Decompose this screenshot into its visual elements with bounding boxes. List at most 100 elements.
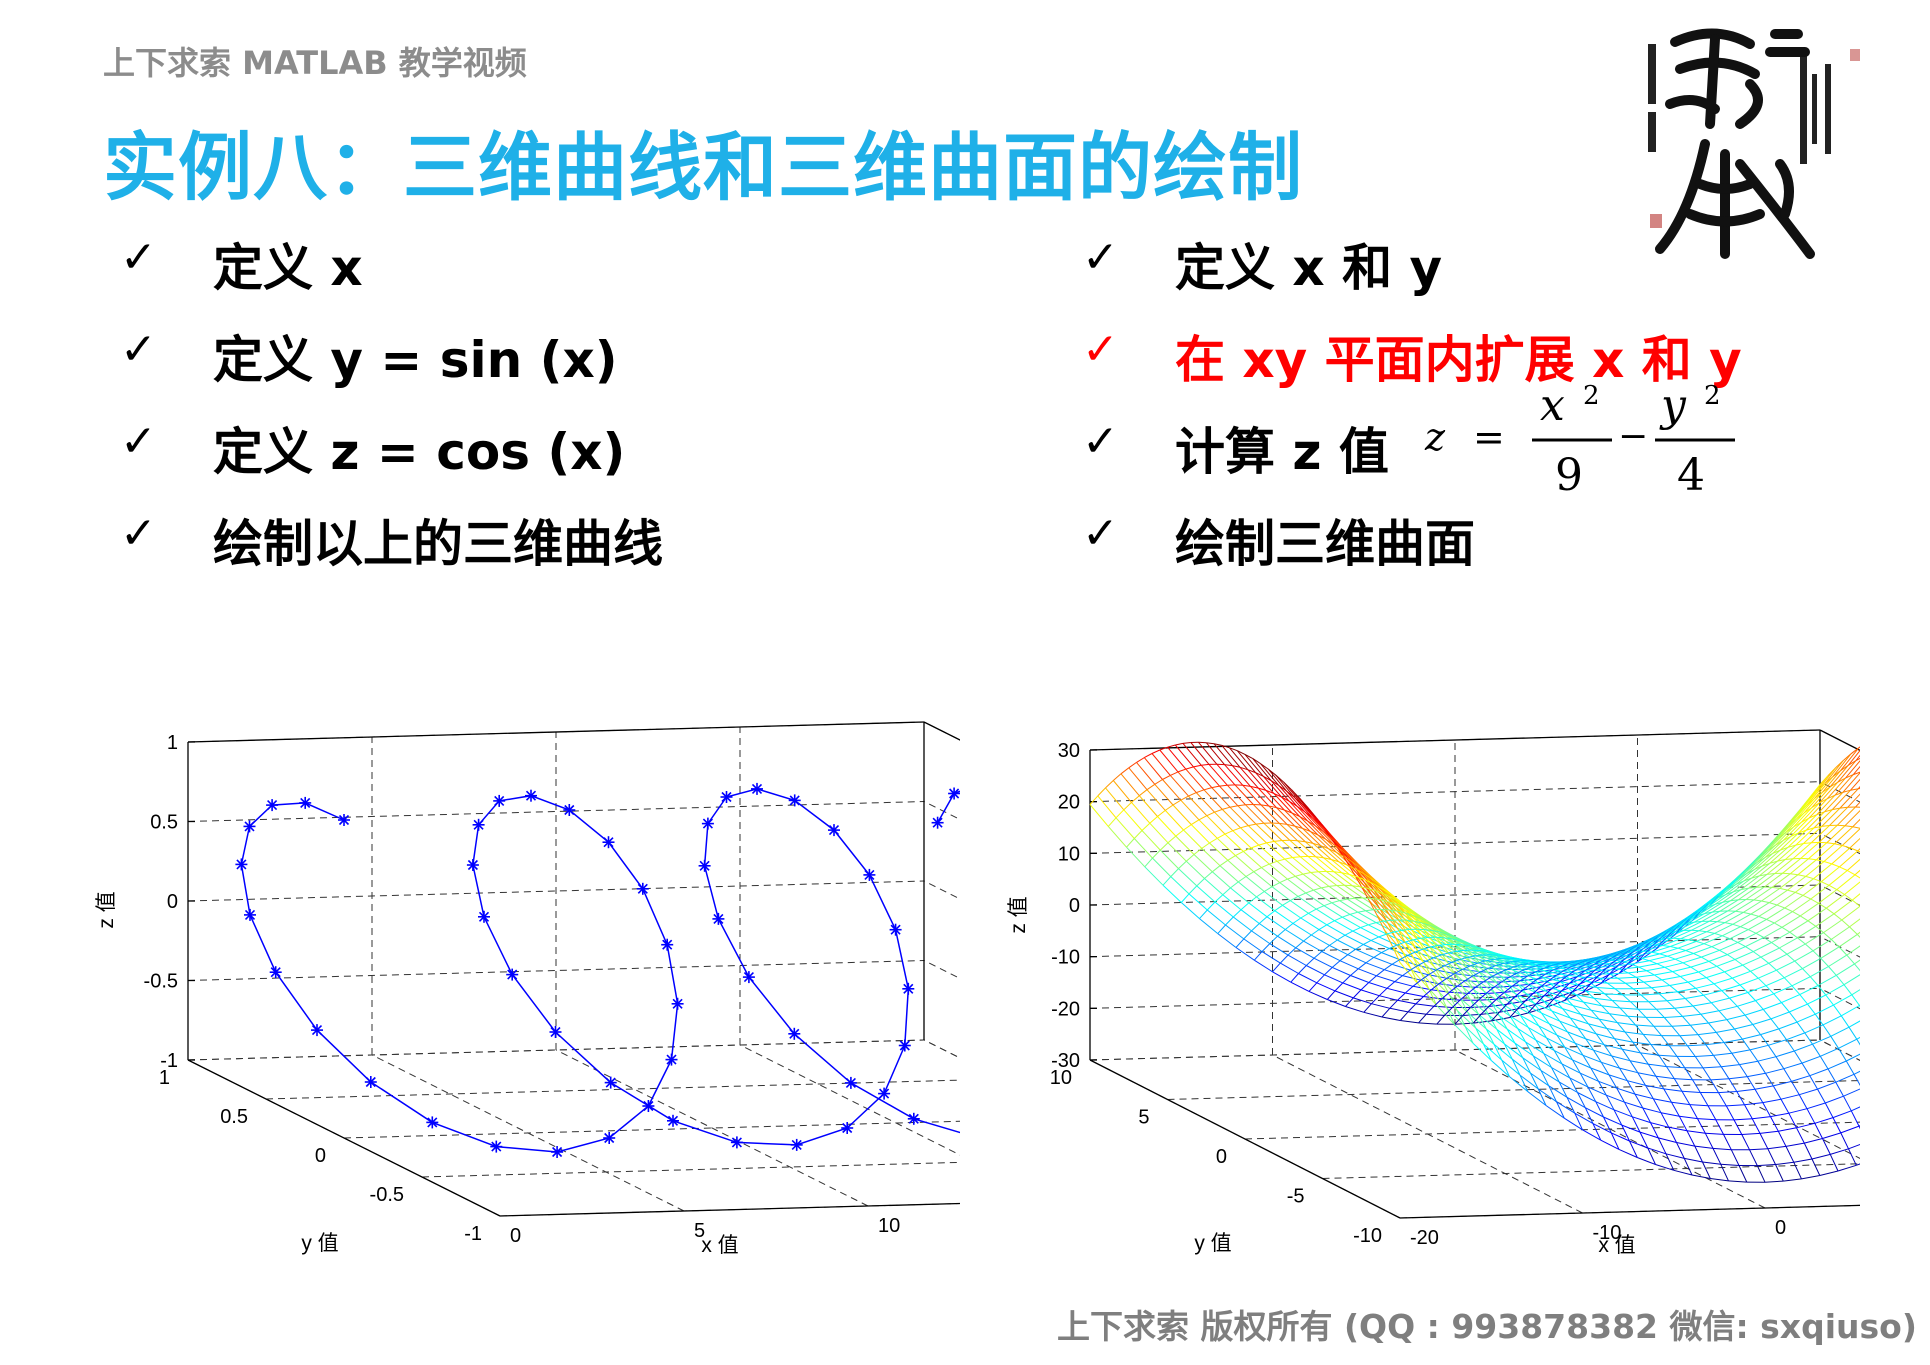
mesh-line — [1721, 984, 1741, 992]
mesh-line — [1832, 770, 1841, 778]
mesh-line — [1794, 1043, 1813, 1052]
mesh-line — [1198, 819, 1218, 839]
mesh-line — [1850, 1110, 1860, 1127]
mesh-line — [1763, 937, 1772, 943]
mesh-line — [1360, 885, 1380, 909]
mesh-line — [1748, 886, 1757, 889]
mesh-line — [1287, 947, 1297, 956]
mesh-line — [1838, 933, 1858, 948]
mesh-line — [1436, 965, 1445, 971]
mesh-line — [1636, 941, 1646, 947]
mesh-line — [1277, 935, 1297, 949]
mesh-line — [1170, 876, 1190, 895]
mesh-line — [1739, 977, 1759, 986]
grid-line — [1399, 1204, 1860, 1219]
check-icon: ✓ — [120, 232, 157, 283]
mesh-line — [1546, 991, 1556, 1001]
mesh-line — [1753, 942, 1772, 953]
mesh-line — [1724, 971, 1733, 979]
mesh-line — [1515, 993, 1535, 1004]
mesh-line — [1462, 1013, 1482, 1016]
mesh-line — [1582, 983, 1591, 993]
marker-stroke — [236, 859, 247, 870]
mesh-line — [1485, 1028, 1505, 1045]
mesh-line — [1601, 1005, 1621, 1009]
mesh-line — [1464, 1026, 1484, 1045]
mesh-line — [1271, 822, 1291, 841]
mesh-line — [1448, 950, 1457, 954]
mesh-line — [1752, 1024, 1761, 1035]
mesh-line — [1603, 1116, 1612, 1134]
y-tick-label: 0.5 — [220, 1106, 248, 1128]
marker-stroke — [478, 911, 490, 922]
mesh-line — [1425, 929, 1434, 932]
chart-3d-curve: -1-0.500.51-1-0.500.5105101520z 值y 值x 值 — [95, 721, 960, 1257]
mesh-line — [1340, 849, 1350, 857]
mesh-line — [1412, 979, 1422, 987]
mesh-line — [1637, 1072, 1646, 1086]
mesh-line — [1597, 968, 1607, 977]
mesh-line — [1221, 809, 1241, 829]
mesh-line — [1590, 975, 1599, 985]
mesh-line — [1848, 760, 1857, 766]
mesh-line — [1548, 975, 1567, 982]
mesh-line — [1211, 785, 1220, 789]
mesh-line — [1543, 988, 1552, 997]
mesh-line — [1802, 968, 1811, 978]
mesh-line — [1381, 948, 1390, 954]
mesh-line — [1295, 873, 1304, 877]
marker-stroke — [713, 913, 724, 924]
mesh-line — [1321, 951, 1341, 962]
mesh-line — [1449, 991, 1468, 994]
mesh-line — [1466, 942, 1475, 947]
mesh-line — [1370, 939, 1390, 949]
mesh-line — [1681, 1091, 1691, 1105]
mesh-line — [1754, 1089, 1764, 1103]
mesh-line — [1372, 883, 1381, 889]
mesh-line — [1587, 1086, 1607, 1096]
mesh-line — [1363, 1011, 1383, 1018]
mesh-line — [1649, 955, 1668, 962]
mesh-line — [1209, 837, 1218, 844]
mesh-line — [1609, 1013, 1628, 1017]
mesh-line — [1805, 875, 1814, 880]
mesh-line — [1714, 923, 1734, 934]
mesh-line — [1260, 763, 1269, 770]
mesh-line — [1788, 1108, 1808, 1114]
mesh-line — [1480, 1001, 1500, 1017]
data-point-marker — [636, 882, 649, 895]
mesh-line — [1807, 920, 1817, 927]
mesh-line — [1260, 804, 1269, 807]
mesh-line — [1658, 1054, 1678, 1057]
mesh-line — [1362, 872, 1371, 879]
mesh-line — [1661, 976, 1681, 981]
mesh-line — [1738, 886, 1757, 901]
mesh-line — [1847, 749, 1860, 766]
mesh-line — [1759, 873, 1768, 877]
mesh-line — [1279, 882, 1299, 897]
mesh-line — [1524, 993, 1534, 1002]
mesh-line — [1650, 1122, 1669, 1128]
mesh-line — [1436, 1004, 1456, 1026]
mesh-line — [1689, 1024, 1699, 1035]
mesh-line — [1853, 1074, 1860, 1087]
mesh-line — [1426, 953, 1435, 968]
mesh-line — [1412, 937, 1421, 941]
mesh-line — [1217, 924, 1226, 934]
mesh-line — [1598, 1018, 1608, 1029]
box-edge — [187, 721, 925, 743]
z-tick-label: -10 — [1051, 947, 1080, 969]
marker-stroke — [603, 837, 614, 848]
mesh-line — [1185, 854, 1195, 862]
mesh-line — [1688, 939, 1697, 942]
mesh-line — [1696, 904, 1706, 912]
mesh-line — [1637, 1008, 1647, 1018]
mesh-line — [1538, 1025, 1558, 1036]
data-point-marker — [493, 794, 506, 807]
mesh-line — [1600, 955, 1609, 961]
mesh-line — [1501, 976, 1510, 983]
mesh-line — [1851, 893, 1860, 901]
mesh-line — [1617, 977, 1626, 984]
mesh-line — [1206, 742, 1215, 745]
grid-line — [1167, 1080, 1860, 1100]
